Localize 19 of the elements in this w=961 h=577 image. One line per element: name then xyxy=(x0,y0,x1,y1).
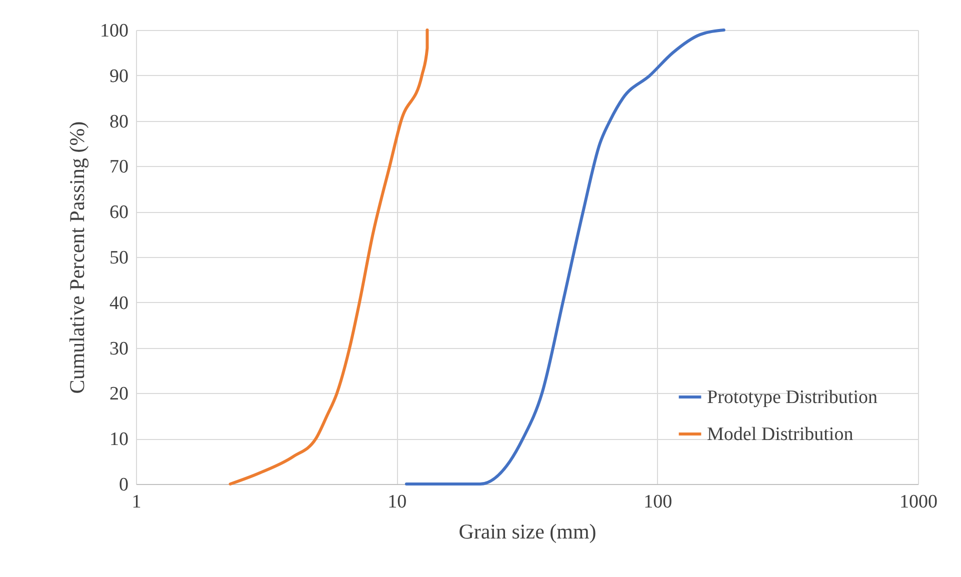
x-tick-label: 10 xyxy=(388,492,407,512)
x-tick-label: 1 xyxy=(132,492,142,512)
x-axis-title: Grain size (mm) xyxy=(458,520,596,544)
y-tick-label: 30 xyxy=(110,338,128,360)
y-tick-label: 80 xyxy=(110,111,128,132)
y-axis-title: Cumulative Percent Passing (%) xyxy=(65,121,89,394)
x-tick-label: 1000 xyxy=(900,492,938,512)
y-tick-label: 20 xyxy=(110,384,128,405)
y-tick-label: 40 xyxy=(110,292,128,314)
legend-label: Model Distribution xyxy=(707,424,854,445)
y-tick-label: 60 xyxy=(110,202,128,224)
y-tick-label: 70 xyxy=(110,156,128,178)
y-tick-label: 100 xyxy=(100,20,128,42)
x-tick-label: 100 xyxy=(644,492,672,512)
y-tick-label: 50 xyxy=(110,248,128,268)
legend-label: Prototype Distribution xyxy=(707,387,878,408)
y-tick-label: 10 xyxy=(110,429,128,450)
y-tick-label: 90 xyxy=(110,66,128,87)
y-tick-label: 0 xyxy=(119,474,128,496)
